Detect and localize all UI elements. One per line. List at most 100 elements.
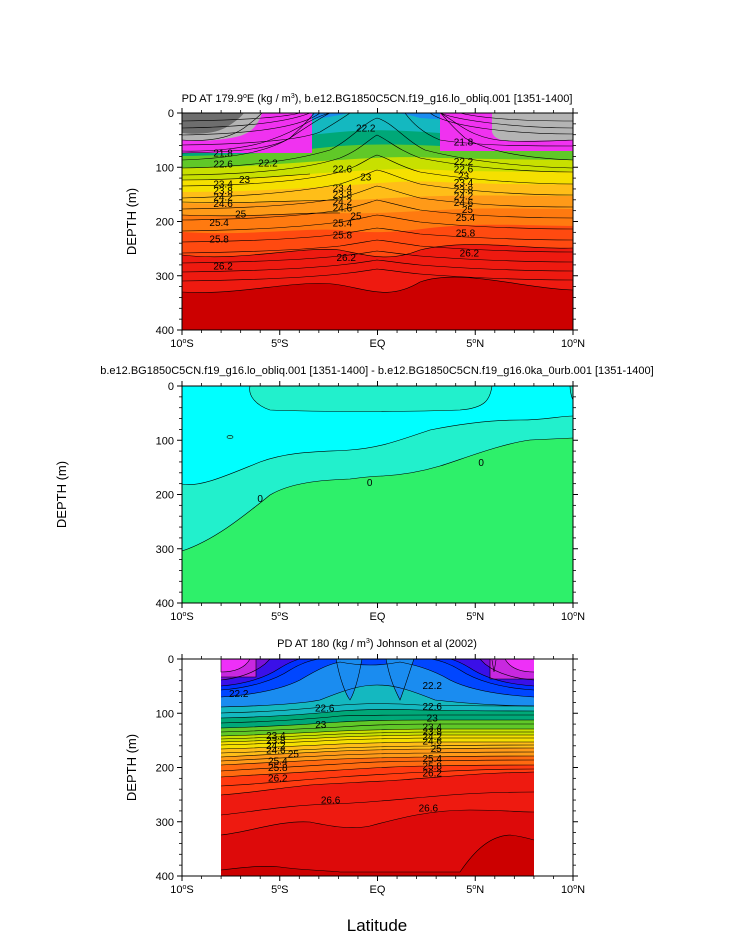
panel-observed-density: PD AT 180 (kg / m3) Johnson et al (2002) xyxy=(220,638,535,876)
contour-label: 24.2 xyxy=(266,741,286,752)
contour-label: 22.6 xyxy=(333,164,353,175)
x-axis-label: Latitude xyxy=(347,916,408,935)
contour-label: 23.8 xyxy=(333,190,353,201)
x-tick-label: EQ xyxy=(370,338,386,350)
contour-label: 22.2 xyxy=(229,689,249,700)
contour-label: 25.4 xyxy=(456,213,476,224)
contour-label: 25.4 xyxy=(268,756,288,767)
contour-label: 22.2 xyxy=(454,157,474,168)
y-axis-label: DEPTH (m) xyxy=(124,188,139,255)
x-tick-label: 10oS xyxy=(170,884,194,896)
y-tick-label: 100 xyxy=(156,435,174,447)
contour-label: 22.2 xyxy=(356,124,376,135)
y-axis-label: DEPTH (m) xyxy=(54,461,69,528)
panel1-fill xyxy=(182,113,573,330)
contour-label: 25.4 xyxy=(423,754,443,765)
x-tick-label: 5oS xyxy=(271,884,288,896)
contour-label: 24.2 xyxy=(423,732,443,743)
y-tick-label: 300 xyxy=(156,544,174,556)
contour-label: 25.4 xyxy=(333,219,353,230)
x-tick-label: 10oS xyxy=(170,611,194,623)
x-tick-label: 5oN xyxy=(466,338,484,350)
contour-label: 23 xyxy=(427,714,439,725)
y-tick-label: 200 xyxy=(156,217,174,229)
contour-label: 23 xyxy=(239,175,251,186)
panel3-contours xyxy=(220,659,535,873)
contour-label: 22.6 xyxy=(423,702,443,713)
contour-label: 26.2 xyxy=(268,773,288,784)
contour-label: 24.6 xyxy=(333,203,353,214)
contour-label: 23.8 xyxy=(423,727,443,738)
contour-label: 0 xyxy=(478,458,484,469)
panel1-contours xyxy=(182,113,573,293)
panel2-contours xyxy=(182,386,573,552)
contour-label: 25.8 xyxy=(268,763,288,774)
y-tick-label: 400 xyxy=(156,598,174,610)
panel-density-difference: b.e12.BG1850C5CN.f19_g16.lo_obliq.001 [1… xyxy=(100,365,654,603)
contour-label: 26.2 xyxy=(460,248,480,259)
y-tick-label: 0 xyxy=(168,654,174,666)
contour-label: 26.6 xyxy=(321,796,341,807)
panel3-title: PD AT 180 (kg / m3) Johnson et al (2002) xyxy=(277,638,477,650)
contour-label: 0 xyxy=(257,494,263,505)
y-tick-label: 100 xyxy=(156,162,174,174)
contour-label: 25 xyxy=(431,744,443,755)
contour-label: 23.8 xyxy=(454,185,474,196)
x-tick-label: EQ xyxy=(370,884,386,896)
contour-label: 25.8 xyxy=(423,761,443,772)
contour-label: 24.2 xyxy=(333,197,353,208)
contour-label: 23 xyxy=(458,171,470,182)
x-tick-label: 5oN xyxy=(466,611,484,623)
y-tick-label: 0 xyxy=(168,381,174,393)
contour-label: 24.6 xyxy=(213,199,233,210)
panel2-fill xyxy=(182,386,573,603)
contour-label: 22.6 xyxy=(315,703,335,714)
contour-label: 26.2 xyxy=(213,261,233,272)
contour-label: 25 xyxy=(350,212,362,223)
x-tick-label: 5oS xyxy=(271,611,288,623)
x-tick-label: 10oN xyxy=(561,338,585,350)
x-tick-label: 10oN xyxy=(561,611,585,623)
contour-label: 26.2 xyxy=(423,768,443,779)
y-tick-label: 200 xyxy=(156,763,174,775)
contour-label: 22.2 xyxy=(258,158,278,169)
y-tick-label: 400 xyxy=(156,871,174,883)
contour-label: 26.6 xyxy=(419,804,439,815)
contour-label: 0 xyxy=(367,478,373,489)
panel1-title: PD AT 179.9oE (kg / m3), b.e12.BG1850C5C… xyxy=(182,93,573,105)
contour-label: 21.8 xyxy=(213,149,233,160)
contour-label: 23.4 xyxy=(213,180,233,191)
contour-label: 24.2 xyxy=(454,192,474,203)
y-tick-label: 300 xyxy=(156,817,174,829)
panel-model-density: PD AT 179.9oE (kg / m3), b.e12.BG1850C5C… xyxy=(182,93,573,330)
x-tick-label: 10oS xyxy=(170,338,194,350)
contour-label: 25.4 xyxy=(209,218,229,229)
contour-label: 25.8 xyxy=(209,234,229,245)
contour-label: 23 xyxy=(315,720,327,731)
contour-label: 25 xyxy=(288,749,300,760)
contour-label: 24.2 xyxy=(213,193,233,204)
contour-label: 22.2 xyxy=(423,681,443,692)
y-axis-label: DEPTH (m) xyxy=(124,734,139,801)
contour-label: 23.8 xyxy=(213,186,233,197)
x-tick-label: 10oN xyxy=(561,884,585,896)
contour-label: 23.4 xyxy=(333,183,353,194)
panel2-title: b.e12.BG1850C5CN.f19_g16.lo_obliq.001 [1… xyxy=(100,365,653,377)
y-tick-label: 200 xyxy=(156,490,174,502)
contour-label: 24.6 xyxy=(266,746,286,757)
contour-label: 22.6 xyxy=(454,164,474,175)
x-tick-label: 5oN xyxy=(466,884,484,896)
contour-label: 25.8 xyxy=(456,228,476,239)
y-tick-label: 300 xyxy=(156,271,174,283)
contour-label: 23.4 xyxy=(423,722,443,733)
contour-label: 26.2 xyxy=(336,253,356,264)
contour-label: 24.6 xyxy=(454,198,474,209)
contour-label: 23.8 xyxy=(266,736,286,747)
contour-label: 24.6 xyxy=(423,736,443,747)
contour-label: 23.4 xyxy=(266,731,286,742)
